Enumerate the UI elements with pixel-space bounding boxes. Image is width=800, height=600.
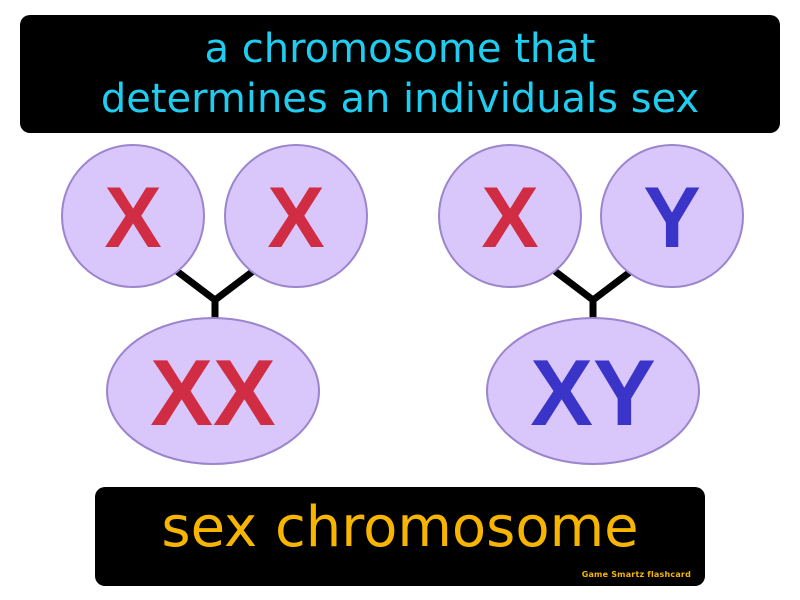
female-chromosome-group: X X XX xyxy=(61,144,368,465)
credit-label: Game Smartz flashcard xyxy=(581,570,691,579)
male-left-letter: X xyxy=(481,170,538,266)
male-right-letter: Y xyxy=(643,170,700,266)
female-left-chromosome: X xyxy=(61,144,205,288)
male-left-chromosome: X xyxy=(438,144,582,288)
female-right-letter: X xyxy=(267,170,324,266)
definition-line-2: determines an individuals sex xyxy=(100,76,700,122)
term-title: sex chromosome xyxy=(161,495,639,560)
female-result-letters: XX xyxy=(150,340,275,445)
female-right-chromosome: X xyxy=(224,144,368,288)
female-result-chromosome: XX xyxy=(106,317,320,465)
male-result-letters: XY xyxy=(530,340,655,445)
definition-line-1: a chromosome that xyxy=(204,26,596,72)
term-box: sex chromosome Game Smartz flashcard xyxy=(95,487,705,586)
female-left-letter: X xyxy=(104,170,161,266)
definition-banner: a chromosome that determines an individu… xyxy=(20,15,780,133)
male-right-chromosome: Y xyxy=(600,144,744,288)
male-result-chromosome: XY xyxy=(486,317,700,465)
male-chromosome-group: X Y XY xyxy=(438,144,744,465)
